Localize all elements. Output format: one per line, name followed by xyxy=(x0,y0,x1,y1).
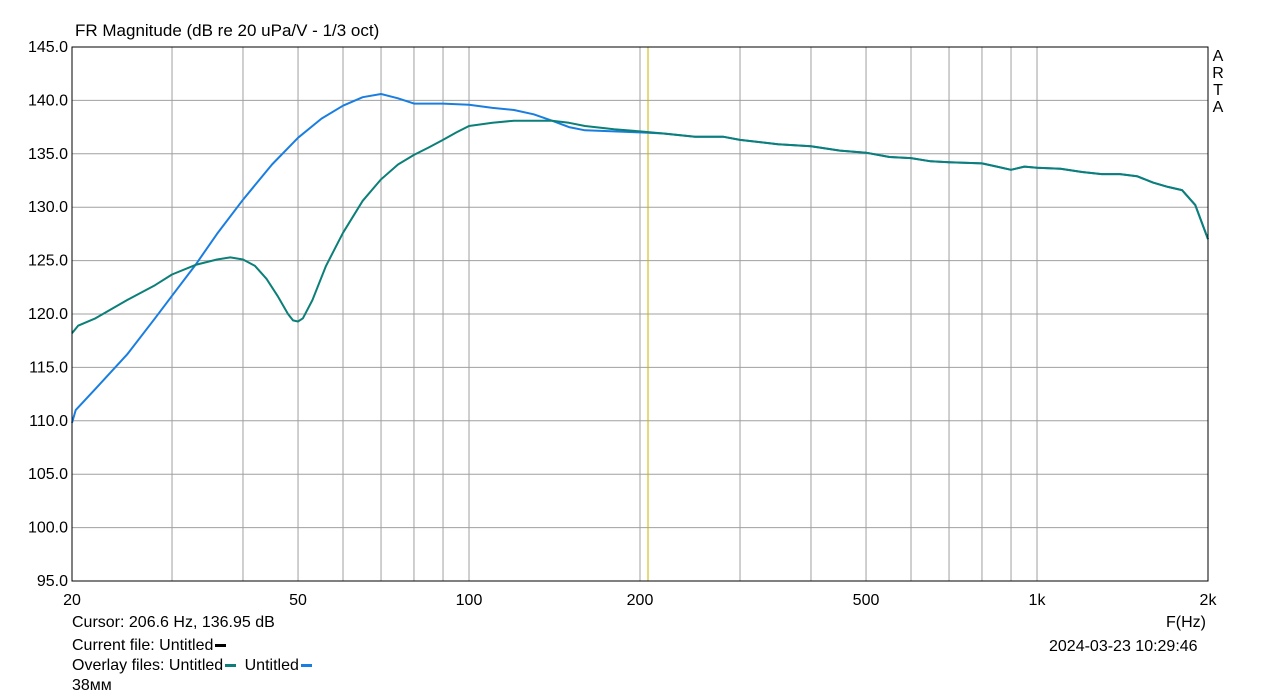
y-tick-label: 130.0 xyxy=(28,199,68,216)
watermark-letter: T xyxy=(1213,82,1223,99)
y-tick-label: 100.0 xyxy=(28,520,68,537)
y-tick-label: 140.0 xyxy=(28,92,68,109)
y-tick-label: 145.0 xyxy=(28,39,68,56)
series-line-1 xyxy=(71,119,1209,334)
timestamp: 2024-03-23 10:29:46 xyxy=(1049,638,1198,655)
x-tick-label: 1k xyxy=(1029,592,1047,609)
x-axis-tick-labels: 20 50 100 200 500 1k 2k xyxy=(63,592,1217,609)
y-tick-label: 135.0 xyxy=(28,146,68,163)
overlay-1-swatch xyxy=(225,664,237,668)
current-file-label: Current file: Untitled xyxy=(72,637,214,654)
watermark-letter: A xyxy=(1212,48,1224,65)
watermark-letter: A xyxy=(1212,99,1224,116)
overlay-files-label: Overlay files: Untitled xyxy=(72,657,224,674)
watermark-letter: R xyxy=(1212,65,1224,82)
x-tick-label: 50 xyxy=(289,592,307,609)
overlay-2-swatch xyxy=(300,664,312,668)
y-tick-label: 105.0 xyxy=(28,466,68,483)
x-tick-label: 500 xyxy=(853,592,880,609)
chart-grid xyxy=(72,46,1208,582)
y-axis-tick-labels: 145.0 140.0 135.0 130.0 125.0 120.0 115.0 110.0… xyxy=(28,39,68,590)
chart-title: FR Magnitude (dB re 20 uPa/V - 1/3 oct) xyxy=(75,21,380,40)
y-tick-label: 115.0 xyxy=(29,359,68,376)
overlay-files-line: Overlay files: Untitled Untitled xyxy=(72,657,316,675)
plot-frame xyxy=(71,46,1209,582)
current-file-line: Current file: Untitled xyxy=(72,637,230,655)
current-file-swatch xyxy=(215,644,227,648)
x-tick-label: 200 xyxy=(627,592,654,609)
x-tick-label: 100 xyxy=(456,592,483,609)
chart-series xyxy=(71,93,1209,424)
cursor-readout: Cursor: 206.6 Hz, 136.95 dB xyxy=(72,614,275,631)
y-tick-label: 125.0 xyxy=(28,253,68,270)
measurement-label: 38мм xyxy=(72,677,112,694)
x-axis-label: F(Hz) xyxy=(1166,614,1206,631)
y-tick-label: 120.0 xyxy=(28,306,68,323)
overlay-file-2-label: Untitled xyxy=(244,657,299,674)
arta-watermark: A R T A xyxy=(1211,48,1225,116)
x-tick-label: 2k xyxy=(1200,592,1218,609)
y-tick-label: 95.0 xyxy=(37,573,68,590)
y-tick-label: 110.0 xyxy=(29,413,68,430)
x-tick-label: 20 xyxy=(63,592,81,609)
